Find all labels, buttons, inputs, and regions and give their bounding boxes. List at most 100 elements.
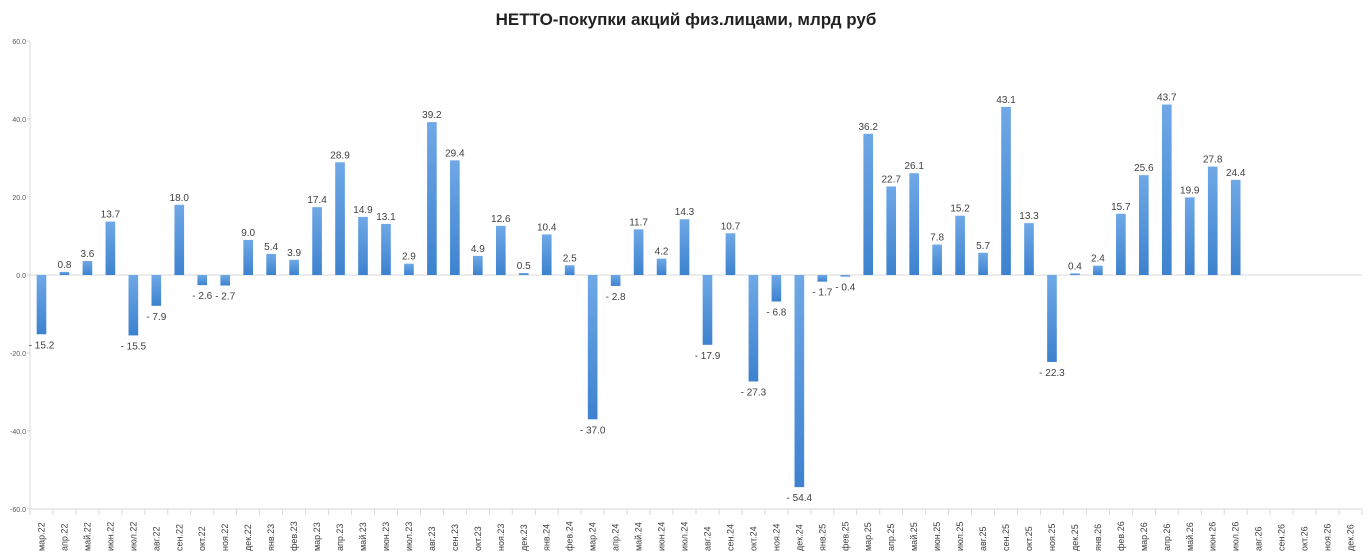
x-tick-label: авг.25 <box>978 527 988 551</box>
bar <box>312 207 322 275</box>
bar <box>105 221 116 275</box>
data-label: - 15.5 <box>121 341 147 352</box>
bar <box>427 122 437 276</box>
x-tick-label: авг.26 <box>1254 527 1264 551</box>
bar <box>1116 213 1126 275</box>
bar <box>128 275 139 336</box>
bar <box>358 216 368 275</box>
x-tick-label: янв.25 <box>817 524 827 551</box>
data-label: 43.7 <box>1157 93 1177 104</box>
data-label: 17.4 <box>307 195 327 206</box>
data-label: 5.7 <box>976 241 990 252</box>
bar <box>587 275 598 420</box>
x-tick-label: май.23 <box>358 522 368 551</box>
data-label: - 0.4 <box>835 283 855 294</box>
bar <box>1184 197 1195 275</box>
x-tick-label: сен.26 <box>1277 524 1287 551</box>
bar <box>932 244 942 275</box>
x-tick-label: янв.24 <box>542 524 552 551</box>
data-label: 29.4 <box>445 148 465 159</box>
x-tick-label: июн.24 <box>657 522 667 551</box>
data-label: - 15.2 <box>29 340 55 351</box>
bar <box>381 223 391 275</box>
x-tick-label: мар.25 <box>863 522 873 551</box>
bar <box>151 275 162 306</box>
bar <box>564 265 575 275</box>
x-tick-label: сен.24 <box>725 524 735 551</box>
axis-layer: 60.0 40.0 20.0 0.0 -20.0 -40.0 -60.0 <box>10 39 1363 515</box>
data-label: - 2.8 <box>606 292 626 303</box>
bar <box>289 259 299 275</box>
x-tick-label: апр.24 <box>611 524 621 551</box>
data-label: 28.9 <box>330 150 350 161</box>
x-tick-label: апр.22 <box>59 524 69 551</box>
x-tick-label: ноя.23 <box>496 524 506 551</box>
x-tick-label: мар.22 <box>36 522 46 551</box>
y-tick-label: -60.0 <box>10 507 26 514</box>
bar <box>794 275 805 488</box>
x-tick-label: ноя.22 <box>220 524 230 551</box>
data-label: 36.2 <box>859 122 879 133</box>
data-label: 9.0 <box>241 228 255 239</box>
bar <box>748 275 759 382</box>
bar <box>495 225 506 275</box>
x-tick-label: авг.23 <box>427 527 437 551</box>
bar <box>955 215 965 275</box>
bar <box>450 160 460 275</box>
data-labels-layer: - 15.20.83.613.7- 15.5- 7.918.0- 2.6- 2.… <box>29 93 1246 505</box>
data-label: 7.8 <box>930 233 944 244</box>
data-label: 5.4 <box>264 242 278 253</box>
bar <box>1047 275 1057 362</box>
bar <box>266 253 276 275</box>
data-label: - 27.3 <box>741 387 767 398</box>
data-label: 18.0 <box>170 193 190 204</box>
bar <box>541 234 552 275</box>
data-label: - 22.3 <box>1039 368 1065 379</box>
x-tick-label: сен.22 <box>174 524 184 551</box>
x-tick-label: мар.26 <box>1139 522 1149 551</box>
data-label: 13.7 <box>101 210 121 221</box>
x-tick-label: дек.23 <box>519 524 529 551</box>
y-tick-label: -20.0 <box>10 351 26 358</box>
data-label: 0.8 <box>57 260 71 271</box>
data-label: 15.2 <box>950 204 970 215</box>
data-label: 12.6 <box>491 214 511 225</box>
bars-layer <box>36 104 1241 488</box>
x-tick-label: ноя.25 <box>1047 524 1057 551</box>
y-tick-label: 60.0 <box>12 39 26 46</box>
data-label: 2.4 <box>1091 254 1105 265</box>
data-label: 13.3 <box>1019 211 1039 222</box>
y-tick-label: 20.0 <box>12 195 26 202</box>
data-label: 26.1 <box>904 161 924 172</box>
data-label: 39.2 <box>422 110 442 121</box>
x-tick-label: июл.25 <box>955 522 965 551</box>
x-tick-label: дек.22 <box>243 524 253 551</box>
y-tick-label: 0.0 <box>16 273 26 280</box>
x-tick-label: дек.24 <box>794 524 804 551</box>
bar <box>59 271 70 275</box>
bar <box>1139 175 1149 275</box>
bar <box>404 263 414 275</box>
data-label: - 17.9 <box>695 351 721 362</box>
data-label: 15.7 <box>1111 202 1131 213</box>
bar <box>863 133 874 275</box>
bar <box>518 273 529 275</box>
data-label: 3.6 <box>80 249 94 260</box>
x-tick-label: май.25 <box>909 522 919 551</box>
bar <box>725 233 736 275</box>
data-label: 4.9 <box>471 244 485 255</box>
bar <box>1230 179 1241 275</box>
data-label: 3.9 <box>287 248 301 259</box>
x-tick-label: июн.22 <box>105 522 115 551</box>
data-label: 0.4 <box>1068 261 1082 272</box>
data-label: 43.1 <box>996 95 1016 106</box>
bar <box>82 260 93 275</box>
bar <box>174 204 185 275</box>
bar <box>1161 104 1172 275</box>
x-tick-label: окт.25 <box>1024 526 1034 551</box>
data-label: 13.1 <box>376 212 396 223</box>
x-tick-label: сен.23 <box>450 524 460 551</box>
bar <box>473 255 483 275</box>
bar <box>220 275 231 286</box>
